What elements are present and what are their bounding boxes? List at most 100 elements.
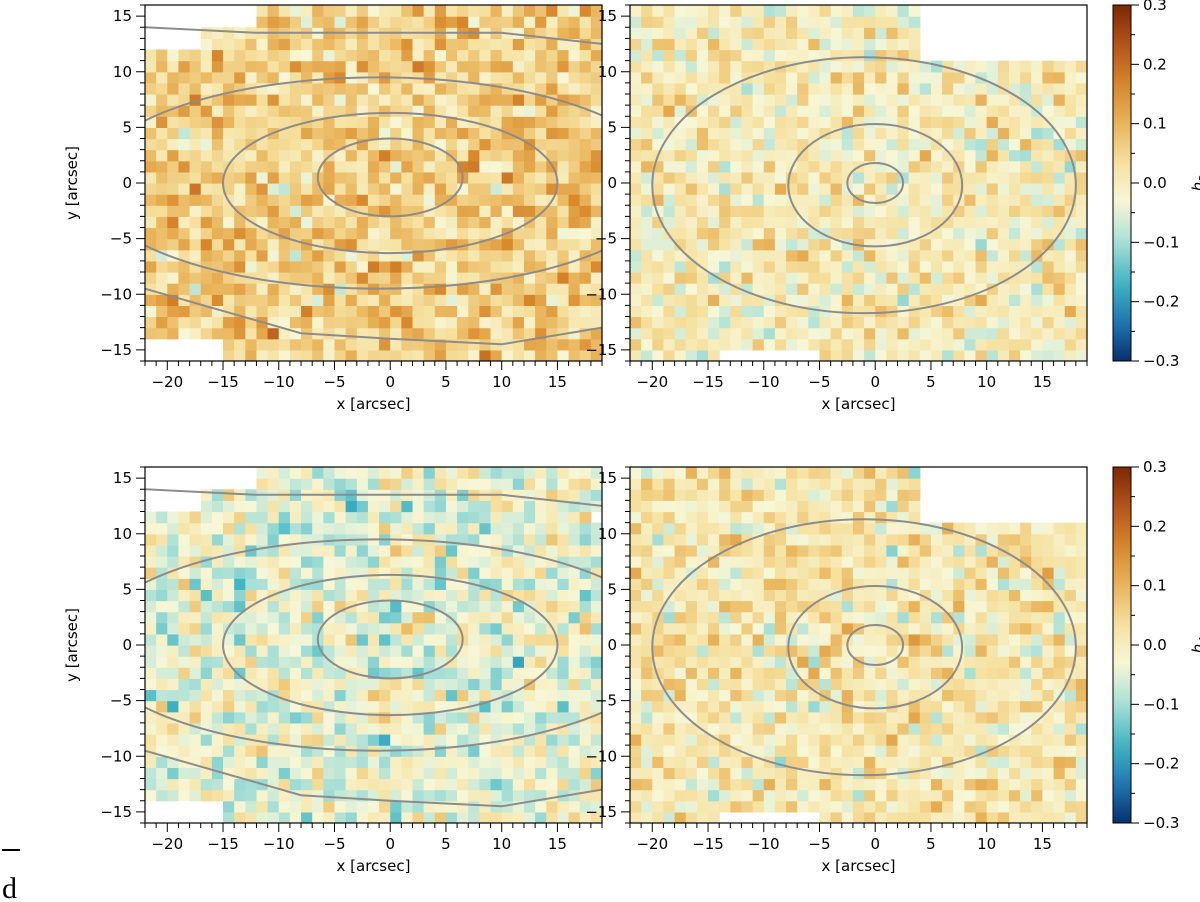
y-tick-label: −5 <box>110 230 132 248</box>
colorbar-tick-label: −0.3 <box>1143 814 1179 832</box>
x-axis-label: x [arcsec] <box>337 857 411 875</box>
contours-bottom-right <box>651 518 1077 777</box>
y-tick-label: −5 <box>595 230 617 248</box>
isophote-contour <box>145 76 602 290</box>
x-tick-label: 10 <box>977 373 996 391</box>
y-tick-label: 10 <box>113 63 132 81</box>
y-tick-label: 0 <box>122 174 132 192</box>
colorbar-gradient <box>1112 4 1132 362</box>
y-tick-label: 0 <box>122 636 132 654</box>
x-tick-label: 0 <box>385 835 395 853</box>
colorbar-tick-label: 0.0 <box>1143 174 1167 192</box>
contours-top-left <box>145 26 602 346</box>
y-tick-label: 15 <box>113 469 132 487</box>
y-tick-label: 5 <box>122 580 132 598</box>
y-tick-label: 10 <box>598 525 617 543</box>
isophote-contour <box>846 623 905 667</box>
isophote-contour <box>651 56 1077 315</box>
x-axis-label: x [arcsec] <box>337 395 411 413</box>
colorbar-tick-label: 0.2 <box>1143 517 1167 535</box>
x-tick-label: −10 <box>748 373 780 391</box>
x-tick-label: −10 <box>263 373 295 391</box>
isophote-contour <box>145 26 602 45</box>
y-tick-label: −5 <box>595 692 617 710</box>
isophote-contour <box>651 518 1077 777</box>
y-tick-label: 15 <box>598 7 617 25</box>
colorbar-tick-label: 0.1 <box>1143 115 1167 133</box>
x-tick-label: 10 <box>492 835 511 853</box>
ticks-bottom-right: −20 −15 −10 −5 0 5 10 15 −15 −10 −5 0 5 10 15 <box>585 466 1088 853</box>
isophote-contour <box>145 488 602 507</box>
panel-bottom-right: −20 −15 −10 −5 0 5 10 15 −15 −10 −5 0 5 10 15 x [arcsec… <box>585 466 1088 875</box>
x-tick-label: 15 <box>548 373 567 391</box>
y-tick-label: 0 <box>607 174 617 192</box>
y-tick-label: 10 <box>113 525 132 543</box>
y-tick-label: −15 <box>100 803 132 821</box>
y-tick-label: −10 <box>100 747 132 765</box>
x-tick-label: 5 <box>926 373 936 391</box>
ticks-top-right: −20 −15 −10 −5 0 5 10 15 −15 −10 −5 0 5 10 15 <box>585 4 1088 391</box>
x-tick-label: −15 <box>207 373 239 391</box>
page-fragment-letter: d <box>2 872 17 902</box>
colorbar-tick-label: 0.2 <box>1143 55 1167 73</box>
y-tick-label: −15 <box>585 341 617 359</box>
colorbar-label: h3 <box>1189 175 1200 192</box>
colorbar-tick-label: 0.1 <box>1143 577 1167 595</box>
x-tick-label: −20 <box>151 835 183 853</box>
colorbar-tick-label: 0.3 <box>1143 458 1167 476</box>
colorbar-h3: 0.3 0.2 0.1 0.0 −0.1 −0.2 −0.3 h3 <box>1112 0 1200 370</box>
heatmap-bottom-left <box>145 467 602 823</box>
y-tick-label: 5 <box>122 118 132 136</box>
x-tick-label: −5 <box>808 835 830 853</box>
x-tick-label: −15 <box>692 835 724 853</box>
colorbar-tick-label: 0.3 <box>1143 0 1167 14</box>
y-tick-label: −10 <box>585 747 617 765</box>
x-tick-label: 0 <box>385 373 395 391</box>
x-tick-label: −15 <box>207 835 239 853</box>
isophote-contour <box>222 111 559 255</box>
y-tick-label: −10 <box>585 285 617 303</box>
y-tick-label: 5 <box>607 580 617 598</box>
colorbar-tick-label: −0.2 <box>1143 293 1179 311</box>
colorbar-tick-label: −0.2 <box>1143 755 1179 773</box>
panels: −20 −15 −10 −5 0 5 10 15 −15 −10 −5 0 5 10 15 x [arcsec… <box>63 4 1088 875</box>
y-tick-label: 10 <box>598 63 617 81</box>
x-tick-label: −10 <box>263 835 295 853</box>
y-tick-label: −5 <box>110 692 132 710</box>
x-tick-label: 0 <box>870 373 880 391</box>
y-axis-label: y [arcsec] <box>63 608 81 682</box>
isophote-contour <box>787 585 964 710</box>
x-tick-label: 10 <box>492 373 511 391</box>
colorbar-gradient <box>1112 466 1132 824</box>
x-tick-label: −20 <box>151 373 183 391</box>
isophote-contour <box>222 573 559 717</box>
ticks-top-left: −20 −15 −10 −5 0 5 10 15 −15 −10 −5 0 5 10 15 <box>100 4 603 391</box>
x-tick-label: 15 <box>1033 373 1052 391</box>
x-axis-label: x [arcsec] <box>822 857 896 875</box>
colorbar-tick-label: −0.1 <box>1143 233 1179 251</box>
x-tick-label: −5 <box>323 373 345 391</box>
isophote-contour <box>145 287 602 346</box>
isophote-contour <box>846 161 905 205</box>
isophote-contour <box>145 749 602 808</box>
isophote-contour <box>316 599 464 680</box>
colorbar-tick-label: −0.1 <box>1143 695 1179 713</box>
colorbar-label: h4 <box>1189 637 1200 654</box>
isophote-contour <box>316 137 464 218</box>
colorbar-h4: 0.3 0.2 0.1 0.0 −0.1 −0.2 −0.3 h4 <box>1112 458 1200 832</box>
x-tick-label: −20 <box>636 835 668 853</box>
y-tick-label: −15 <box>100 341 132 359</box>
x-tick-label: −15 <box>692 373 724 391</box>
x-tick-label: 5 <box>441 835 451 853</box>
isophote-contour <box>787 123 964 248</box>
panel-bottom-left: −20 −15 −10 −5 0 5 10 15 −15 −10 −5 0 5 10 15 x [arcsec… <box>63 466 603 875</box>
y-tick-label: 0 <box>607 636 617 654</box>
isophote-contour <box>145 538 602 752</box>
contours-top-right <box>651 56 1077 315</box>
y-axis-label: y [arcsec] <box>63 146 81 220</box>
y-tick-label: 15 <box>598 469 617 487</box>
y-tick-label: 5 <box>607 118 617 136</box>
x-tick-label: 0 <box>870 835 880 853</box>
colorbar-tick-label: −0.3 <box>1143 352 1179 370</box>
